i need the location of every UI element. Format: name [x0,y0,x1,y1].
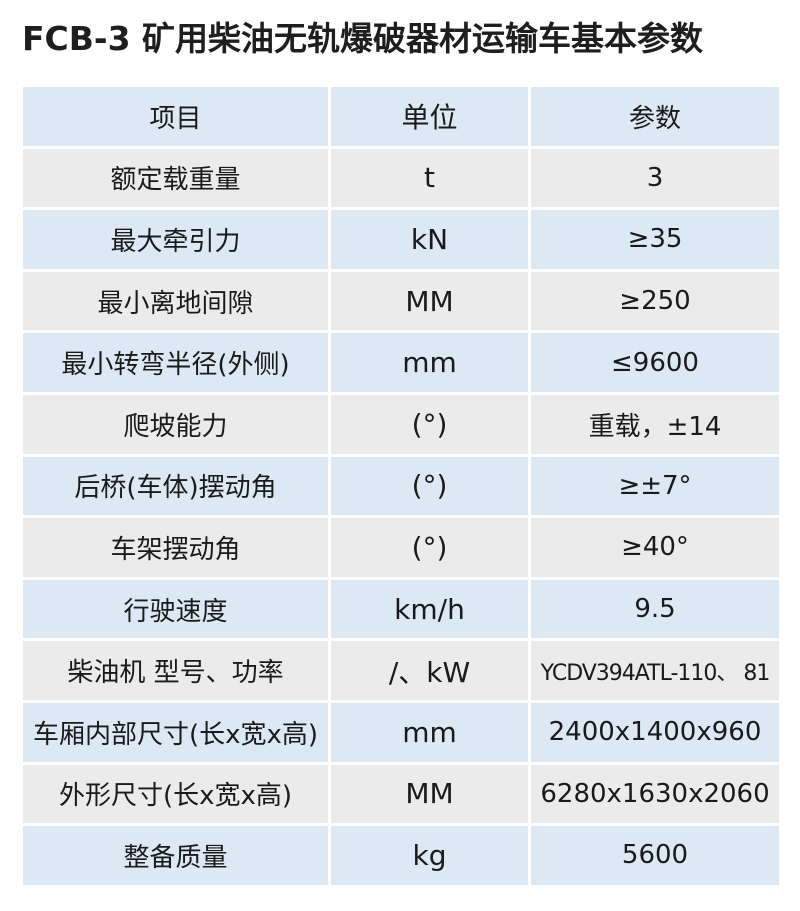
page-title: FCB-3 矿用柴油无轨爆破器材运输车基本参数 [22,19,704,58]
cell-value: ≥250 [531,271,779,331]
cell-unit: t [331,148,528,208]
cell-unit: kN [331,210,528,269]
cell-value: ≤9600 [531,333,779,392]
cell-item: 额定载重量 [23,148,328,208]
cell-value: 5600 [531,826,779,885]
cell-unit: mm [331,333,528,392]
cell-item: 整备质量 [23,826,328,885]
cell-item: 行驶速度 [23,579,328,639]
header-unit: 单位 [331,87,528,146]
cell-item: 爬坡能力 [23,394,328,454]
cell-value: ≥40° [531,518,779,577]
cell-item: 柴油机 型号、功率 [23,641,328,700]
cell-value: 9.5 [531,579,779,639]
cell-unit: MM [331,764,528,824]
cell-unit: kg [331,826,528,885]
cell-unit: (°) [331,518,528,577]
spec-table: 项目 单位 参数 额定载重量 t 3 最大牵引力 kN ≥35 最小离地间隙 MM ≥250 最小… [23,87,779,885]
cell-unit: /、kW [331,641,528,700]
cell-item: 外形尺寸(长x宽x高) [23,764,328,824]
cell-item: 最大牵引力 [23,210,328,269]
cell-item: 后桥(车体)摆动角 [23,456,328,516]
cell-item: 车架摆动角 [23,518,328,577]
cell-item: 最小离地间隙 [23,271,328,331]
cell-value: 6280x1630x2060 [531,764,779,824]
cell-unit: km/h [331,579,528,639]
cell-value: ≥±7° [531,456,779,516]
header-item: 项目 [23,87,328,146]
cell-value: 重载，±14 [531,394,779,454]
cell-unit: (°) [331,394,528,454]
cell-value: ≥35 [531,210,779,269]
header-value: 参数 [531,87,779,146]
cell-value: 2400x1400x960 [531,702,779,762]
cell-value: YCDV394ATL-110、 81 [531,641,779,700]
cell-value: 3 [531,148,779,208]
cell-item: 车厢内部尺寸(长x宽x高) [23,702,328,762]
cell-item: 最小转弯半径(外侧) [23,333,328,392]
cell-unit: mm [331,702,528,762]
cell-unit: (°) [331,456,528,516]
cell-unit: MM [331,271,528,331]
